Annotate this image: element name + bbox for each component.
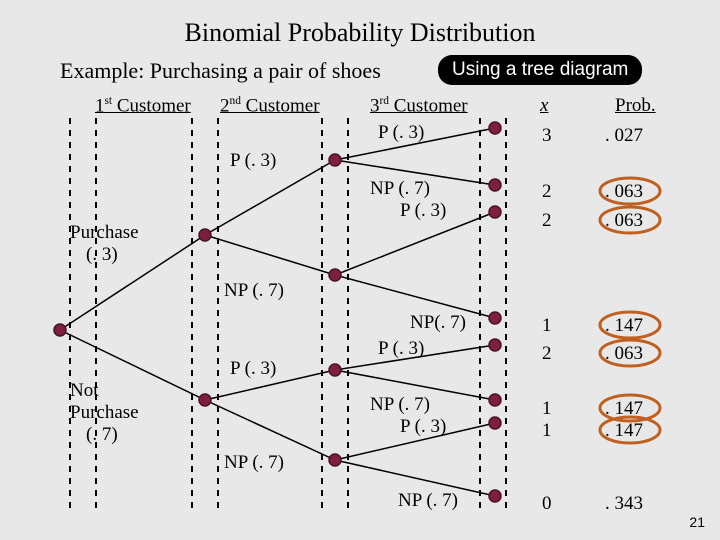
level2-label-0: P (. 3) (230, 150, 276, 172)
outcome-x-7: 0 (542, 493, 552, 515)
outcome-x-5: 1 (542, 398, 552, 420)
level1-label-3: Purchase (70, 402, 139, 424)
outcome-x-0: 3 (542, 125, 552, 147)
level3-label-6: P (. 3) (400, 416, 446, 438)
level2-label-2: P (. 3) (230, 358, 276, 380)
level3-label-0: P (. 3) (378, 122, 424, 144)
outcome-x-3: 1 (542, 315, 552, 337)
outcome-x-1: 2 (542, 181, 552, 203)
level3-label-3: NP(. 7) (410, 312, 466, 334)
level1-label-2: Not (70, 380, 99, 402)
outcome-prob-7: . 343 (605, 493, 643, 515)
outcome-x-2: 2 (542, 210, 552, 232)
level1-label-0: Purchase (70, 222, 139, 244)
outcome-prob-4: . 063 (605, 343, 643, 365)
level3-label-7: NP (. 7) (398, 490, 458, 512)
outcome-prob-1: . 063 (605, 181, 643, 203)
outcome-prob-2: . 063 (605, 210, 643, 232)
outcome-prob-6: . 147 (605, 420, 643, 442)
tree-diagram-svg (0, 0, 720, 540)
level3-label-1: NP (. 7) (370, 178, 430, 200)
level2-label-1: NP (. 7) (224, 280, 284, 302)
outcome-x-6: 1 (542, 420, 552, 442)
outcome-x-4: 2 (542, 343, 552, 365)
level2-label-3: NP (. 7) (224, 452, 284, 474)
outcome-prob-5: . 147 (605, 398, 643, 420)
level1-label-4: (. 7) (86, 424, 118, 446)
level3-label-5: NP (. 7) (370, 394, 430, 416)
outcome-prob-0: . 027 (605, 125, 643, 147)
level1-label-1: (. 3) (86, 244, 118, 266)
outcome-prob-3: . 147 (605, 315, 643, 337)
level3-label-2: P (. 3) (400, 200, 446, 222)
level3-label-4: P (. 3) (378, 338, 424, 360)
slide-number: 21 (689, 514, 705, 530)
